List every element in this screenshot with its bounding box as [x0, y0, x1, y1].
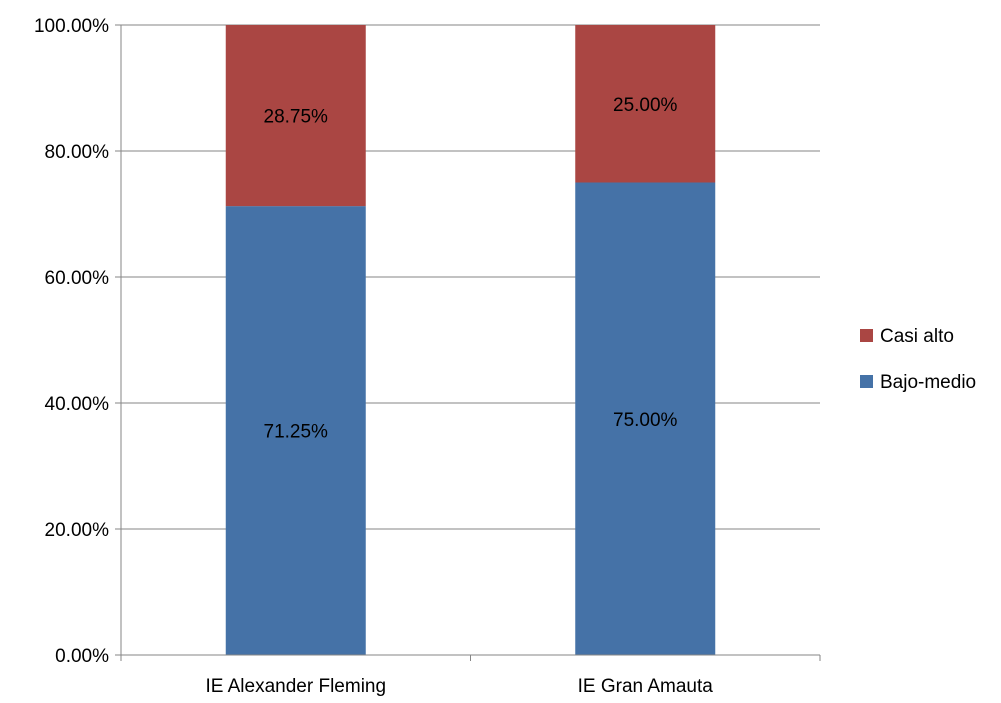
legend: Casi alto Bajo-medio [860, 326, 976, 393]
bar-segment [575, 182, 716, 655]
y-tick-label: 80.00% [45, 142, 110, 163]
data-label: 28.75% [264, 107, 329, 128]
x-tick-label: IE Alexander Fleming [205, 676, 386, 697]
bar-segment [225, 206, 366, 655]
legend-swatch [860, 375, 873, 388]
y-tick-label: 0.00% [55, 646, 109, 667]
axes: 0.00% 20.00% 40.00% 60.00% 80.00% 100.00% IE A… [34, 16, 821, 697]
data-label: 75.00% [613, 410, 678, 431]
bar-segment [225, 25, 366, 207]
y-tick-label: 100.00% [34, 16, 109, 37]
bar-segment [575, 25, 716, 183]
x-tick-label: IE Gran Amauta [578, 676, 714, 697]
y-tick-label: 40.00% [45, 394, 110, 415]
legend-label: Bajo-medio [880, 372, 976, 393]
y-tick-label: 20.00% [45, 520, 110, 541]
data-label: 25.00% [613, 95, 678, 116]
data-label: 71.25% [264, 422, 329, 443]
legend-label: Casi alto [880, 326, 954, 347]
y-tick-label: 60.00% [45, 268, 110, 289]
legend-swatch [860, 329, 873, 342]
bars [225, 25, 716, 655]
data-labels: 71.25% 28.75% 75.00% 25.00% [264, 95, 678, 443]
